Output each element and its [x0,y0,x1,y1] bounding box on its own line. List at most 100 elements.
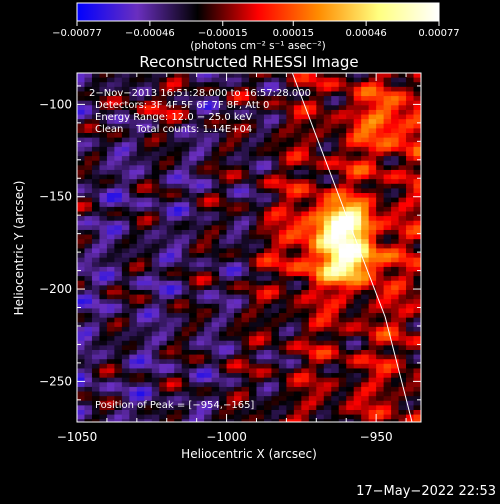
heatmap-cell [263,405,273,411]
heatmap-cell [241,105,250,111]
heatmap-cell [383,313,392,319]
heatmap-cell [316,91,325,97]
heatmap-cell [391,386,400,393]
heatmap-cell [323,289,332,296]
heatmap-cell [406,271,415,277]
heatmap-cell [406,396,415,402]
heatmap-cell [219,331,228,337]
heatmap-cell [301,253,310,259]
heatmap-cell [204,123,213,129]
heatmap-cell [129,257,138,263]
heatmap-cell [361,308,370,314]
heatmap-cell [398,156,407,162]
heatmap-cell [293,211,302,217]
heatmap-cell [181,248,190,254]
heatmap-cell [331,73,340,79]
heatmap-cell [293,202,302,208]
heatmap-cell [106,400,115,406]
heatmap-cell [99,109,108,116]
heatmap-cell [99,410,108,416]
heatmap-cell [376,188,385,194]
heatmap-cell [323,211,332,217]
heatmap-cell [77,123,86,129]
heatmap-cell [376,359,385,365]
heatmap-cell [234,77,243,83]
heatmap-cell [114,266,123,273]
heatmap-cell [398,216,407,222]
heatmap-cell [391,271,400,277]
heatmap-cell [376,239,385,245]
heatmap-cell [249,313,258,319]
heatmap-cell [84,225,93,231]
heatmap-cell [181,123,190,129]
heatmap-cell [301,248,310,254]
heatmap-cell [114,317,123,323]
heatmap-cell [91,206,101,213]
heatmap-cell [413,151,421,157]
heatmap-cell [301,308,310,314]
heatmap-cell [346,211,355,217]
heatmap-cell [413,349,421,356]
heatmap-cell [84,331,93,337]
heatmap-cell [361,377,370,383]
heatmap-cell [376,368,385,374]
heatmap-cell [361,386,370,393]
heatmap-cell [106,382,115,388]
heatmap-cell [211,289,220,296]
heatmap-cell [286,285,295,291]
heatmap-cell [338,86,347,93]
heatmap-cell [286,105,295,111]
heatmap-cell [166,303,175,310]
heatmap-cell [189,363,198,370]
heatmap-cell [234,262,243,268]
heatmap-cell [211,169,220,176]
heatmap-cell [226,183,235,190]
heatmap-cell [293,123,302,129]
heatmap-cell [121,299,130,305]
heatmap-cell [346,294,355,300]
heatmap-cell [204,82,213,88]
heatmap-cell [77,410,86,416]
heatmap-cell [77,216,86,222]
heatmap-cell [129,313,138,319]
heatmap-cell [196,414,205,420]
heatmap-cell [338,248,347,254]
heatmap-cell [293,91,302,97]
heatmap-cell [174,123,183,129]
heatmap-cell [301,391,310,397]
heatmap-cell [383,396,392,402]
heatmap-cell [346,289,355,296]
heatmap-cell [316,202,325,208]
heatmap-cell [129,299,138,305]
heatmap-cell [204,400,213,406]
heatmap-cell [278,313,287,319]
heatmap-cell [234,82,243,88]
heatmap-cell [189,229,198,236]
heatmap-cell [181,396,190,402]
heatmap-cell [211,234,220,240]
heatmap-cell [99,280,108,286]
heatmap-cell [331,405,340,411]
heatmap-cell [331,308,340,314]
heatmap-cell [159,345,168,351]
heatmap-cell [323,206,332,213]
heatmap-cell [211,114,220,120]
heatmap-cell [263,105,273,111]
heatmap-cell [84,133,93,139]
heatmap-cell [174,299,183,305]
heatmap-cell [234,133,243,139]
heatmap-cell [286,128,295,134]
heatmap-cell [189,336,198,342]
heatmap-cell [144,105,153,111]
heatmap-cell [308,82,317,88]
heatmap-cell [226,257,235,263]
heatmap-cell [151,133,160,139]
heatmap-cell [308,299,317,305]
heatmap-cell [376,336,385,342]
heatmap-cell [286,414,295,420]
heatmap-cell [114,391,123,397]
heatmap-cell [114,234,123,240]
heatmap-cell [151,156,160,162]
heatmap-cell [241,414,250,420]
heatmap-cell [293,289,302,296]
